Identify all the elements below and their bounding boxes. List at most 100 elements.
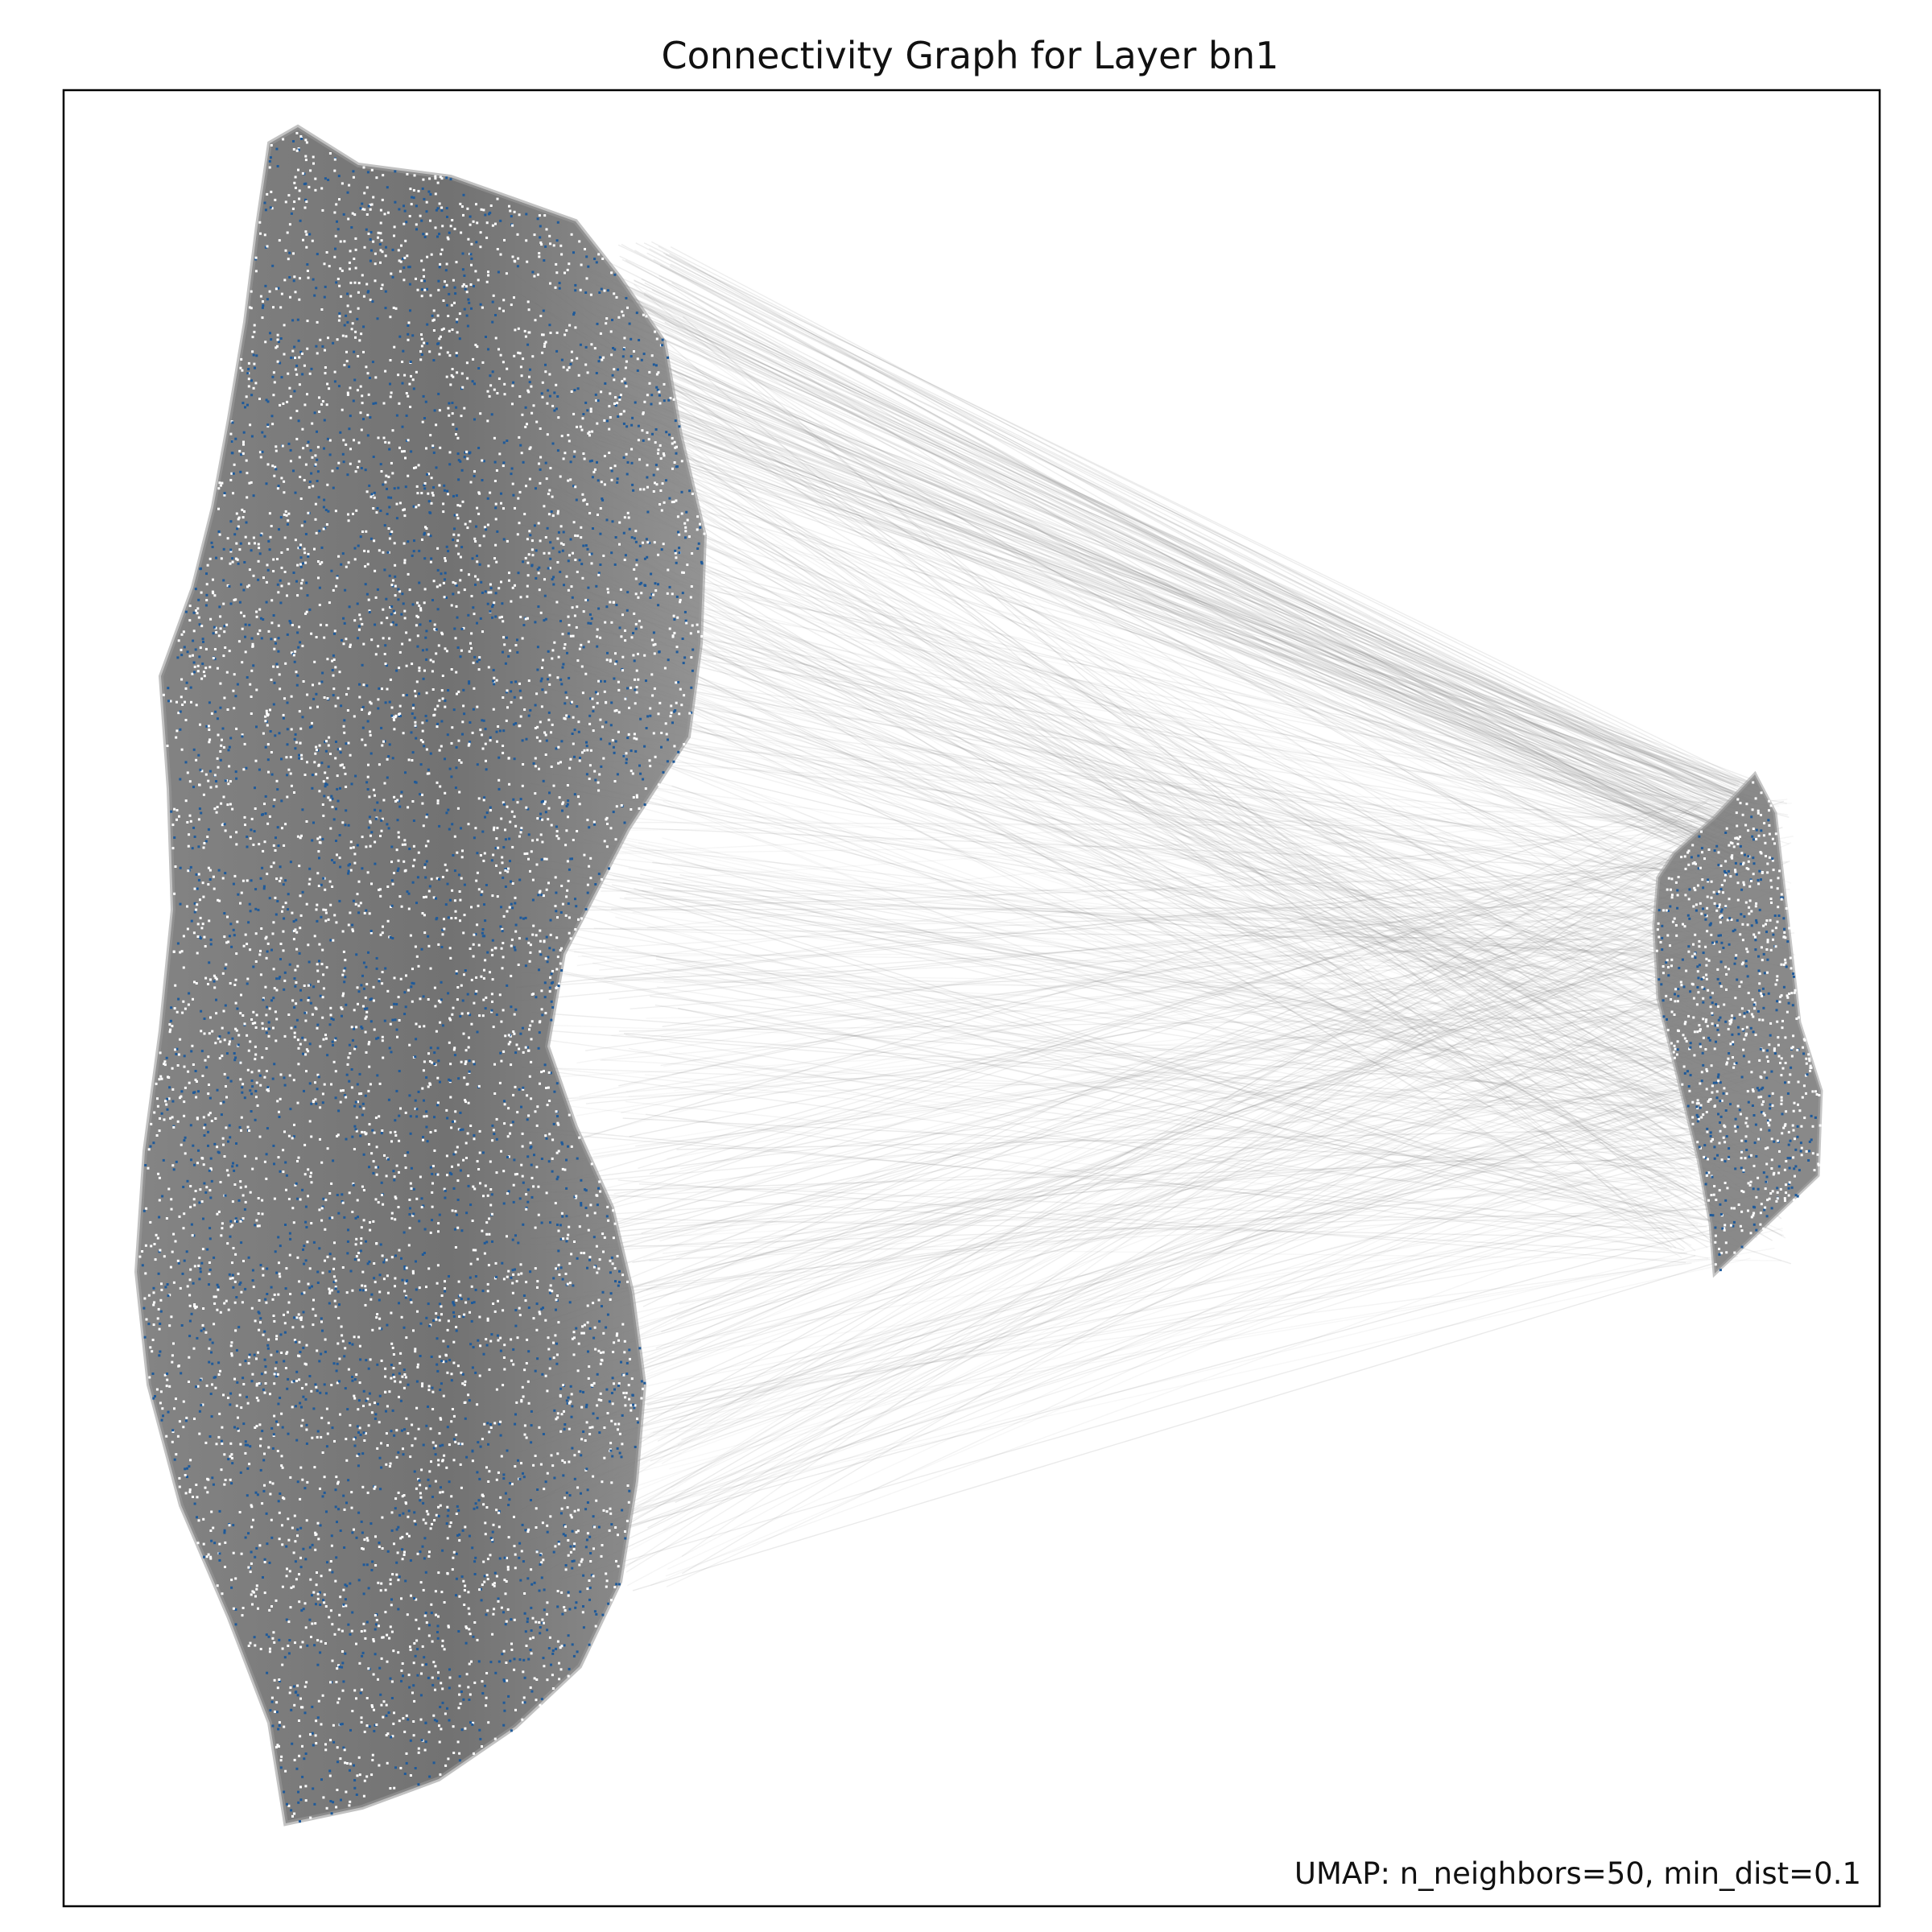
data-point [345,314,348,317]
data-point [265,956,268,960]
data-point [573,793,576,796]
data-point [367,951,369,954]
data-point [521,1132,524,1135]
point-cloud [138,131,1822,1823]
graph-edge [593,927,1756,976]
data-point [555,835,559,837]
data-point [425,1316,428,1319]
data-point [583,749,586,752]
data-point [431,1640,434,1643]
data-point [319,623,322,626]
data-point [423,341,426,345]
data-point [145,1207,148,1210]
graph-edge [580,586,1787,1203]
data-point [254,888,258,891]
data-point [413,858,416,861]
data-point [536,725,539,729]
graph-edge [597,1217,1684,1240]
data-point [632,632,634,634]
data-point [375,1316,378,1319]
data-point [213,807,217,811]
data-point [532,1317,535,1320]
graph-edge [619,910,1781,929]
data-point [448,1017,452,1020]
data-point [328,1769,332,1773]
data-point [242,1014,245,1017]
graph-edge [576,884,1711,1064]
graph-edge [573,1013,1725,1302]
data-point [213,980,216,983]
data-point [380,1703,383,1707]
data-point [220,557,223,560]
data-point [580,1331,584,1335]
data-point [435,423,438,427]
data-point [464,285,468,288]
data-point [555,1342,559,1345]
data-point [572,455,576,458]
data-point [394,307,398,310]
data-point [193,1303,196,1306]
data-point [524,964,527,968]
data-point [298,1280,301,1283]
data-point [580,1560,583,1563]
graph-edge [548,911,1715,1105]
data-point [365,365,368,369]
graph-edge [649,849,1672,1174]
data-point [582,544,585,547]
graph-edge [634,898,1745,1332]
data-point [398,590,402,593]
data-point [363,1131,366,1134]
data-point [304,1626,308,1629]
data-point [628,1397,631,1401]
data-point [525,1207,528,1209]
data-point [208,557,212,560]
data-point [603,840,606,843]
graph-edge [679,944,1769,1170]
data-point [436,608,440,611]
data-point [545,857,548,861]
data-point [297,168,299,171]
data-point [513,1657,516,1661]
data-point [549,1284,552,1287]
data-point [471,1546,474,1550]
data-point [338,1666,341,1669]
data-point [395,669,398,672]
data-point [299,927,302,930]
data-point [621,1509,624,1512]
data-point [438,409,441,412]
data-point [527,308,530,312]
graph-edge [628,1228,1783,1513]
data-point [300,1609,303,1612]
data-point [303,1362,307,1365]
data-point [149,1145,152,1148]
data-point [466,1083,469,1086]
data-point [168,1023,171,1026]
data-point [188,1319,192,1323]
graph-edge [597,440,1738,799]
data-point [564,271,566,275]
data-point [386,1732,390,1736]
data-point [401,843,404,846]
data-point [609,467,613,469]
graph-edge [583,835,1728,1546]
data-point [437,1671,440,1674]
data-point [493,1584,496,1587]
data-point [279,1275,282,1278]
data-point [582,646,585,649]
data-point [333,380,336,383]
data-point [279,306,283,309]
data-point [348,427,351,431]
graph-edge [529,1070,1764,1348]
graph-edge [532,770,1745,935]
data-point [589,410,592,413]
graph-edge [598,953,1760,1567]
data-point [262,1274,265,1277]
data-point [588,460,592,463]
data-point [280,292,283,295]
graph-edge [664,321,1757,858]
data-point [340,704,343,708]
data-point [447,689,450,691]
data-point [367,393,370,396]
graph-edge [561,387,1761,1162]
data-point [491,320,494,324]
